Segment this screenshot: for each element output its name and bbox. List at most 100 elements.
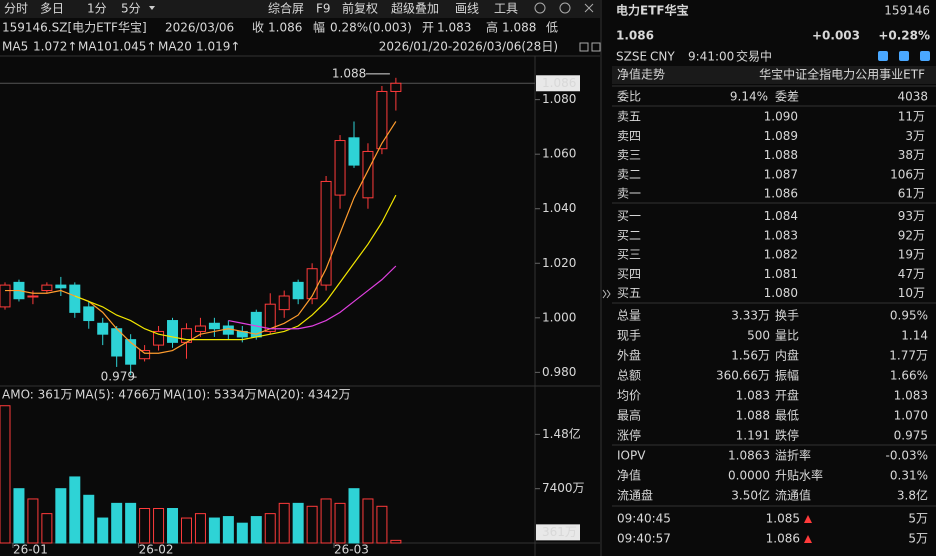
candle-body bbox=[0, 284, 11, 308]
volume-bar bbox=[222, 516, 234, 544]
toolbar-button[interactable]: 超级叠加 bbox=[391, 1, 439, 16]
last-price-tag bbox=[536, 75, 580, 92]
book-volume: 47万 bbox=[898, 267, 925, 281]
label: 涨停 bbox=[617, 428, 641, 443]
toolbar-button[interactable]: 工具 bbox=[494, 2, 518, 16]
label: 0.95% bbox=[890, 309, 928, 323]
candle-body bbox=[194, 325, 206, 332]
label: 跌停 bbox=[775, 428, 799, 443]
candle-body bbox=[390, 82, 402, 92]
window-icon[interactable] bbox=[591, 42, 601, 52]
label: 1.083 bbox=[894, 389, 928, 403]
collapse-icon[interactable] bbox=[602, 289, 607, 299]
book-label: 买一 bbox=[617, 209, 641, 223]
ma-line bbox=[228, 265, 397, 330]
label: 高 bbox=[486, 20, 498, 35]
label: 换手 bbox=[775, 309, 799, 323]
candle-body bbox=[362, 150, 374, 199]
label: 1.088 bbox=[736, 409, 770, 423]
label: -0.03% bbox=[886, 449, 928, 463]
up-arrow bbox=[804, 515, 812, 523]
legend-value: 1.019↑ bbox=[196, 40, 240, 54]
label: 振幅 bbox=[775, 368, 799, 383]
help-icon[interactable] bbox=[559, 2, 571, 14]
panel-icon[interactable] bbox=[899, 51, 909, 61]
volume-bar bbox=[153, 508, 165, 544]
book-volume: 11万 bbox=[898, 110, 925, 124]
book-label: 卖二 bbox=[617, 167, 641, 181]
legend-name: MA10 bbox=[78, 40, 112, 54]
volume-bar bbox=[167, 508, 179, 544]
volume-bar bbox=[0, 405, 11, 544]
close: 1.086 bbox=[268, 21, 302, 35]
label: 净值 bbox=[617, 468, 641, 483]
label: 1.083 bbox=[736, 389, 770, 403]
label: 1.191 bbox=[736, 429, 770, 443]
y-tick-label: 1.040 bbox=[542, 201, 576, 215]
y-tick-label: 1.48亿 bbox=[542, 426, 581, 441]
label: 流通值 bbox=[775, 488, 811, 503]
meta: 9:41:00 bbox=[688, 50, 734, 64]
book-price: 1.081 bbox=[764, 267, 798, 281]
label: 1.56万 bbox=[731, 349, 770, 363]
settings-icon[interactable] bbox=[534, 2, 546, 14]
label: 0.0000 bbox=[728, 469, 770, 483]
volume-bar bbox=[27, 498, 39, 544]
label: 3.50亿 bbox=[731, 488, 770, 503]
toolbar-button[interactable]: 1分 bbox=[87, 2, 107, 16]
book-price: 1.090 bbox=[764, 110, 798, 124]
book-label: 买四 bbox=[617, 267, 641, 281]
panel-icon[interactable] bbox=[878, 51, 888, 61]
collapse-icon[interactable] bbox=[606, 289, 611, 299]
candle-body bbox=[222, 325, 234, 335]
dropdown-icon[interactable] bbox=[149, 6, 155, 10]
label: 幅 bbox=[313, 20, 325, 35]
trade-time: 09:40:45 bbox=[617, 512, 671, 526]
candle-body bbox=[292, 281, 304, 300]
full-name: 华宝中证全指电力公用事业ETF bbox=[759, 67, 925, 82]
toolbar-button[interactable]: F9 bbox=[316, 2, 331, 16]
candle-body bbox=[264, 303, 276, 332]
change-percent: +0.28% bbox=[878, 29, 930, 43]
label: 3.8亿 bbox=[897, 488, 928, 503]
volume-bar bbox=[208, 517, 220, 544]
label: 流通盘 bbox=[617, 488, 653, 503]
volume-bar bbox=[320, 498, 332, 544]
book-price: 1.087 bbox=[764, 167, 798, 181]
last-volume-tag-label: 361万 bbox=[542, 525, 577, 539]
window-icon[interactable] bbox=[579, 42, 589, 52]
book-label: 买三 bbox=[617, 248, 641, 262]
nav-link[interactable]: 净值走势 bbox=[617, 67, 665, 82]
label: 委差 bbox=[775, 90, 799, 104]
volume-bar bbox=[348, 488, 360, 544]
label: 开盘 bbox=[775, 388, 799, 403]
toolbar-button[interactable]: 画线 bbox=[455, 2, 479, 16]
book-volume: 61万 bbox=[898, 187, 925, 201]
volume-bar bbox=[306, 505, 318, 544]
toolbar-button[interactable]: 综合屏 bbox=[268, 1, 304, 16]
panel-icon[interactable] bbox=[920, 51, 930, 61]
change: +0.003 bbox=[812, 29, 860, 43]
toolbar-button[interactable]: 分时 bbox=[4, 2, 28, 16]
book-price: 1.088 bbox=[764, 148, 798, 162]
toolbar-button[interactable]: 5分 bbox=[121, 2, 141, 16]
candle-body bbox=[208, 322, 220, 330]
label: 内盘 bbox=[775, 348, 799, 363]
toolbar-button[interactable]: 前复权 bbox=[342, 1, 378, 16]
legend-name: MA20 bbox=[158, 40, 192, 54]
volume-bar bbox=[111, 502, 123, 544]
book-price: 1.080 bbox=[764, 286, 798, 300]
label: 1.66% bbox=[890, 369, 928, 383]
trade-price: 1.086 bbox=[766, 532, 800, 546]
y-tick-label: 0.980 bbox=[542, 365, 576, 379]
volume-bar bbox=[250, 516, 262, 544]
toolbar-button[interactable]: 多日 bbox=[40, 2, 64, 16]
candle-body bbox=[125, 339, 137, 365]
volume-bar bbox=[41, 513, 53, 544]
security-name: 电力ETF华宝 bbox=[616, 3, 689, 18]
volume-bar bbox=[376, 505, 388, 544]
close-icon[interactable] bbox=[584, 3, 594, 13]
candle-body bbox=[83, 306, 95, 322]
candle-body bbox=[334, 140, 346, 196]
trade-volume: 5万 bbox=[908, 532, 928, 546]
